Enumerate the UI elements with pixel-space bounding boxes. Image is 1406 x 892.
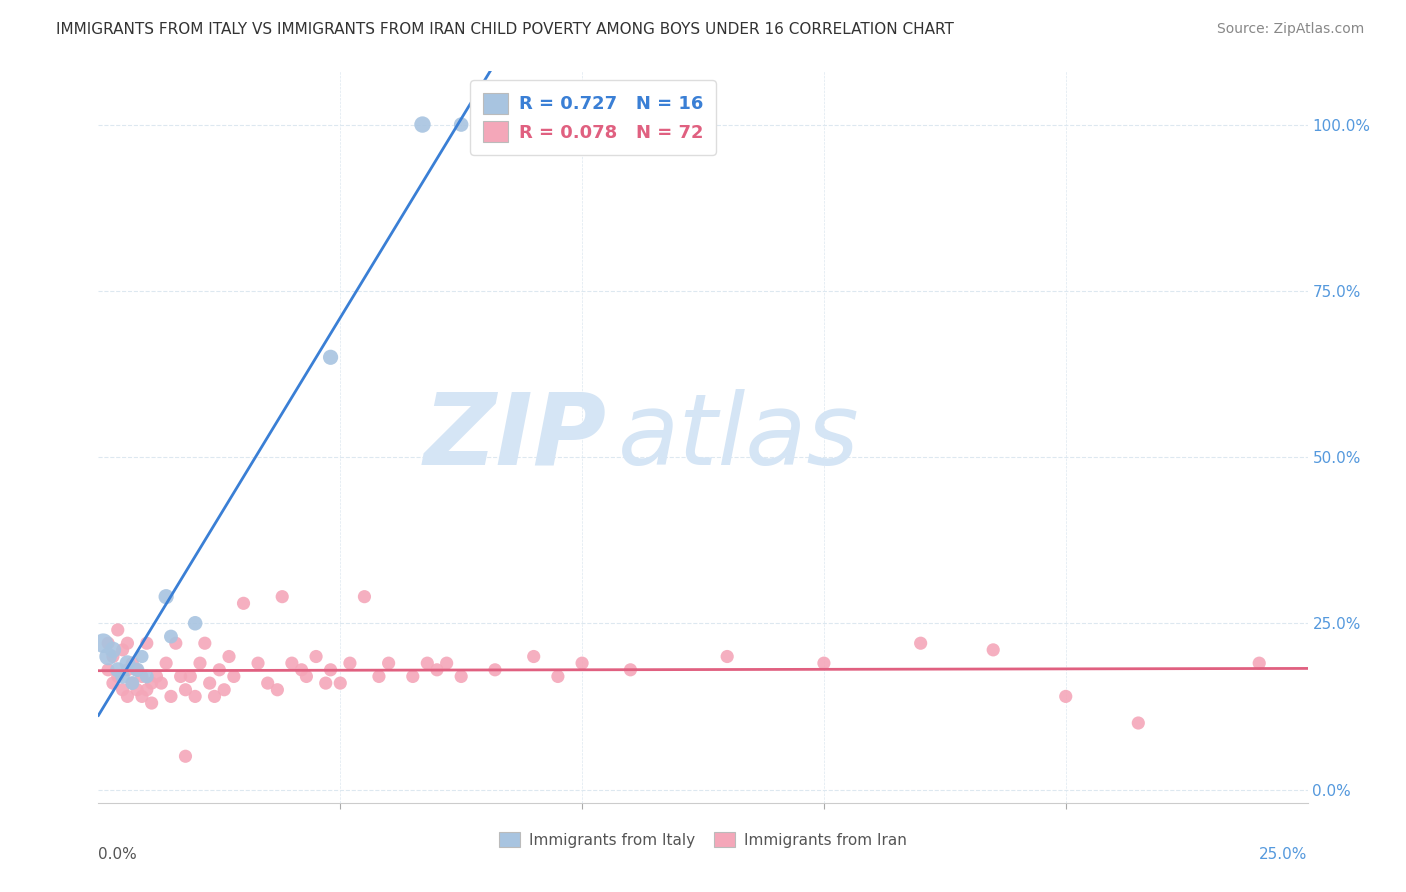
- Point: [212, 682, 235, 697]
- Point: [101, 649, 124, 664]
- Point: [1054, 690, 1077, 704]
- Point: [117, 636, 139, 650]
- Text: ZIP: ZIP: [423, 389, 606, 485]
- Point: [319, 351, 342, 365]
- Point: [145, 669, 167, 683]
- Point: [402, 669, 425, 683]
- Point: [619, 663, 641, 677]
- Point: [141, 676, 163, 690]
- Point: [436, 656, 458, 670]
- Point: [160, 690, 183, 704]
- Point: [131, 669, 153, 683]
- Point: [127, 663, 149, 677]
- Point: [547, 669, 569, 683]
- Point: [174, 749, 197, 764]
- Point: [232, 596, 254, 610]
- Point: [1249, 656, 1271, 670]
- Point: [813, 656, 835, 670]
- Point: [97, 663, 120, 677]
- Point: [131, 690, 153, 704]
- Point: [281, 656, 304, 670]
- Point: [204, 690, 226, 704]
- Text: Source: ZipAtlas.com: Source: ZipAtlas.com: [1216, 22, 1364, 37]
- Point: [97, 649, 120, 664]
- Point: [127, 663, 149, 677]
- Point: [305, 649, 328, 664]
- Point: [101, 643, 124, 657]
- Point: [295, 669, 318, 683]
- Point: [377, 656, 399, 670]
- Text: atlas: atlas: [619, 389, 860, 485]
- Point: [315, 676, 337, 690]
- Point: [1128, 716, 1150, 731]
- Point: [910, 636, 932, 650]
- Point: [353, 590, 375, 604]
- Point: [716, 649, 738, 664]
- Text: IMMIGRANTS FROM ITALY VS IMMIGRANTS FROM IRAN CHILD POVERTY AMONG BOYS UNDER 16 : IMMIGRANTS FROM ITALY VS IMMIGRANTS FROM…: [56, 22, 955, 37]
- Point: [121, 656, 143, 670]
- Point: [111, 669, 134, 683]
- Point: [107, 669, 129, 683]
- Text: 25.0%: 25.0%: [1260, 847, 1308, 862]
- Point: [218, 649, 240, 664]
- Point: [416, 656, 439, 670]
- Point: [121, 676, 143, 690]
- Point: [184, 690, 207, 704]
- Point: [117, 690, 139, 704]
- Legend: Immigrants from Italy, Immigrants from Iran: Immigrants from Italy, Immigrants from I…: [492, 825, 914, 854]
- Point: [290, 663, 312, 677]
- Point: [165, 636, 187, 650]
- Point: [117, 656, 139, 670]
- Point: [169, 669, 191, 683]
- Point: [91, 636, 114, 650]
- Point: [198, 676, 221, 690]
- Point: [981, 643, 1004, 657]
- Point: [339, 656, 361, 670]
- Point: [127, 682, 149, 697]
- Point: [184, 616, 207, 631]
- Point: [121, 676, 143, 690]
- Point: [179, 669, 201, 683]
- Point: [111, 643, 134, 657]
- Point: [256, 676, 278, 690]
- Point: [174, 682, 197, 697]
- Point: [117, 663, 139, 677]
- Point: [135, 669, 157, 683]
- Point: [150, 676, 173, 690]
- Point: [101, 676, 124, 690]
- Point: [426, 663, 449, 677]
- Point: [271, 590, 294, 604]
- Point: [160, 630, 183, 644]
- Point: [266, 682, 288, 697]
- Point: [135, 636, 157, 650]
- Point: [131, 649, 153, 664]
- Point: [107, 623, 129, 637]
- Point: [107, 663, 129, 677]
- Point: [368, 669, 391, 683]
- Point: [319, 663, 342, 677]
- Point: [450, 669, 472, 683]
- Point: [450, 118, 472, 132]
- Point: [571, 656, 593, 670]
- Point: [97, 636, 120, 650]
- Point: [208, 663, 231, 677]
- Point: [247, 656, 270, 670]
- Point: [484, 663, 506, 677]
- Point: [411, 118, 433, 132]
- Point: [155, 656, 177, 670]
- Point: [222, 669, 245, 683]
- Point: [155, 590, 177, 604]
- Point: [188, 656, 211, 670]
- Point: [194, 636, 217, 650]
- Text: 0.0%: 0.0%: [98, 847, 138, 862]
- Point: [111, 682, 134, 697]
- Point: [135, 682, 157, 697]
- Point: [523, 649, 546, 664]
- Point: [329, 676, 352, 690]
- Point: [141, 696, 163, 710]
